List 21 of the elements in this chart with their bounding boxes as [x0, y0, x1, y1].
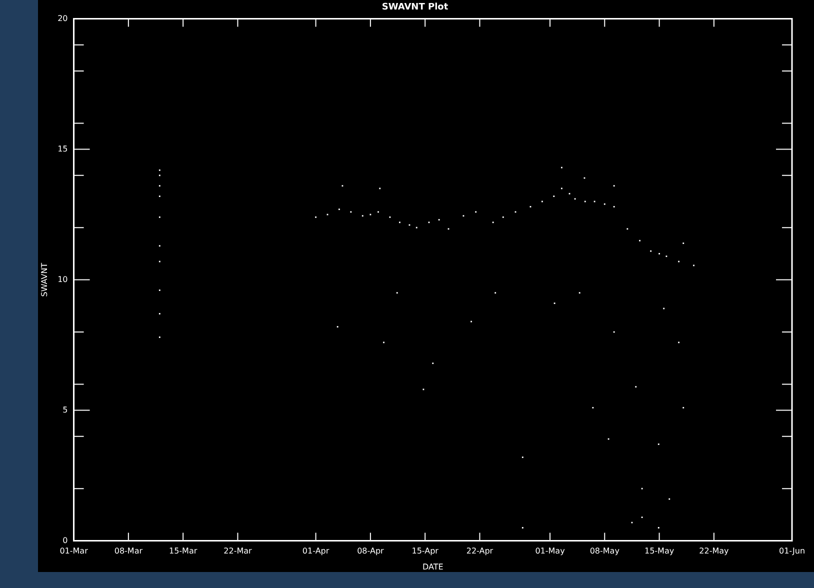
x-tick-label: 01-Apr — [302, 546, 330, 556]
x-tick-label: 01-Mar — [60, 546, 89, 556]
y-tick-label: 10 — [58, 274, 68, 284]
x-tick-label: 15-Apr — [412, 546, 440, 556]
x-tick-label: 08-May — [590, 546, 620, 556]
x-tick-label: 08-Apr — [357, 546, 385, 556]
x-tick-label: 01-May — [535, 546, 566, 556]
chart-title: SWAVNT Plot — [382, 2, 449, 13]
y-tick-label: 20 — [58, 14, 68, 23]
y-tick-label: 5 — [62, 405, 68, 414]
x-tick-label: 22-Apr — [466, 546, 494, 556]
y-axis-title: SWAVNT — [40, 262, 49, 297]
x-tick-label: 08-Mar — [114, 546, 144, 556]
x-tick-label: 01-Jun — [778, 546, 806, 556]
x-tick-label: 22-May — [699, 546, 729, 556]
y-tick-label: 0 — [62, 536, 68, 545]
y-tick-label: 15 — [58, 144, 68, 154]
x-tick-label: 15-May — [644, 546, 674, 556]
x-tick-label: 15-Mar — [168, 546, 198, 556]
x-tick-label: 22-Mar — [224, 546, 253, 556]
x-axis-title: DATE — [422, 562, 444, 572]
